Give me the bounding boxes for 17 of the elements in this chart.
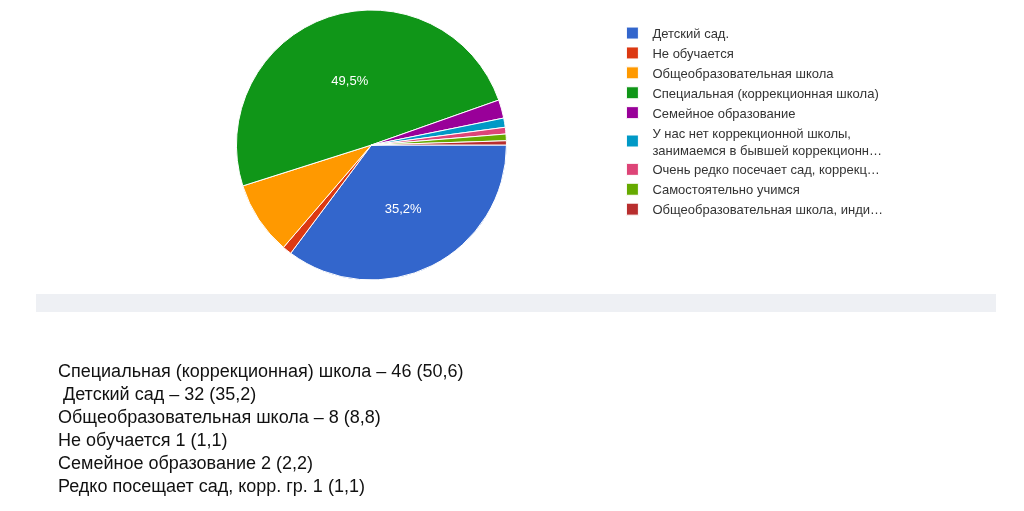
legend-label: Общеобразовательная школа, инди…	[652, 202, 884, 218]
text: Детский сад – 32 (35,2)	[62, 383, 258, 406]
text: Общеобразовательная школа – 8 (8,8)	[58, 406, 382, 429]
legend-label: Очень редко посечает сад, коррекц…	[652, 162, 880, 178]
legend-label: У нас нет коррекционной школы, занимаемся в бывшей коррекционн…	[652, 125, 883, 158]
legend-label: Общеобразовательная школа	[652, 65, 835, 81]
text: Семейное образование 2 (2,2)	[58, 452, 314, 475]
legend-label: Самостоятельно учимся	[652, 182, 800, 198]
data-label: 35,2%	[384, 201, 423, 217]
legend-label: Детский сад.	[652, 26, 730, 42]
legend-label: Не обучается	[652, 46, 734, 62]
text: Не обучается 1 (1,1)	[58, 429, 229, 452]
text: Специальная (коррекционная) школа – 46 (50,6)	[58, 360, 464, 383]
legend-label: Семейное образование	[652, 105, 796, 121]
legend-label: Специальная (коррекционная школа)	[652, 85, 879, 101]
data-label: 49,5%	[331, 73, 369, 89]
text: Редко посещает сад, корр. гр. 1 (1,1)	[58, 475, 366, 498]
